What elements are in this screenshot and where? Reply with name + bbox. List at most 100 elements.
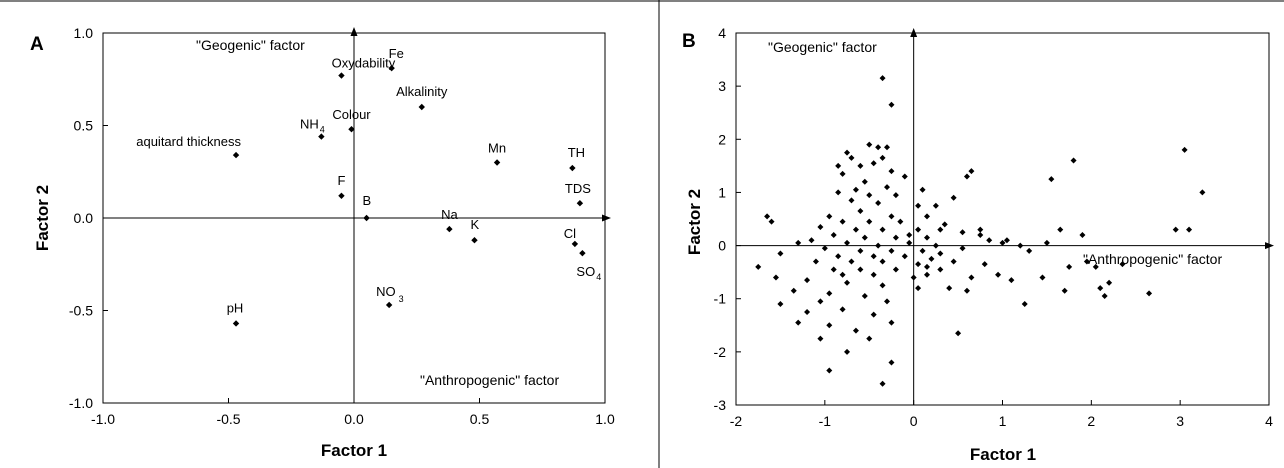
panel-b-x-tick-label: 3 [1176,413,1184,429]
panel-a-point-label: Cl [564,226,576,241]
panel-b-point [959,245,966,252]
panel-b-point [830,266,837,273]
panel-a-point [348,126,355,133]
panel-b-point [830,231,837,238]
panel-b-point [923,271,930,278]
panel-b-point [977,226,984,233]
panel-b-point [1079,231,1086,238]
panel-b-point [884,144,891,151]
panel-a-y-axis-label: Factor 2 [33,185,52,251]
panel-b-x-tick-label: 0 [910,413,918,429]
panel-b-point [861,234,868,241]
panel-b-point [852,327,859,334]
panel-b-point [875,242,882,249]
panel-b-point [892,192,899,199]
panel-b-x-tick-label: -2 [730,413,743,429]
panel-a-y-tick-label: -1.0 [69,395,93,411]
panel-b-point [844,279,851,286]
panel-b-point [848,258,855,265]
panel-b-point [923,213,930,220]
panel-b-point [875,200,882,207]
panel-b-horizontal-axis-arrow [1265,242,1274,250]
panel-a-point-label: Oxydability [332,56,396,71]
panel-b-point [1172,226,1179,233]
panel-b-point [866,192,873,199]
panel-b-point [968,168,975,175]
panel-a-point-label: Na [441,207,458,222]
panel-b-point [1057,226,1064,233]
panel-b-point [804,277,811,284]
panel-b-point [901,173,908,180]
panel-b-point [928,255,935,262]
panel-a-point [569,164,576,172]
panel-b-point [977,231,984,238]
panel-b-point [1061,287,1068,294]
panel-a-x-tick-label: 1.0 [595,411,615,427]
panel-b-point [932,242,939,249]
panel-b-point [839,170,846,177]
panel-b-y-tick-label: -3 [714,397,727,413]
panel-b-point [857,247,864,254]
panel-b-y-tick-label: 2 [718,131,726,147]
panel-b-point [870,271,877,278]
panel-b-point [795,239,802,246]
panel-b-point [1017,242,1024,249]
panel-b-point [1119,261,1126,268]
panel-b-point [1186,226,1193,233]
panel-b-y-tick-label: 4 [718,25,726,41]
panel-b-point [963,287,970,294]
panel-b-point [901,253,908,260]
panel-b-point [848,197,855,204]
panel-a-point [385,301,393,309]
panel-a-y-tick-label: -0.5 [69,303,93,319]
panel-a-point-label: Alkalinity [396,84,448,99]
panel-b-plot-frame [735,32,1270,406]
panel-a-point-label: TDS [565,181,591,196]
panel-b-point [981,261,988,268]
panel-a-point [579,249,586,257]
panel-b-point [839,306,846,313]
panel-b-point [848,154,855,161]
panel-b-point [919,247,926,254]
panel-b-geogenic-annotation: "Geogenic" factor [768,39,877,55]
panel-b-y-tick-label: 1 [718,184,726,200]
panel-a-point [418,103,425,111]
panel-b-point [923,234,930,241]
panel-a-point [471,237,478,244]
panel-a-geogenic-annotation: "Geogenic" factor [196,37,305,53]
panel-b-point [892,266,899,273]
panel-b-point [870,311,877,318]
panel-a-x-axis-label: Factor 1 [321,441,387,460]
panel-b-point [932,202,939,209]
panel-b-point [826,290,833,297]
panel-b-point [857,208,864,215]
panel-b-point [986,237,993,244]
panel-b-point [941,221,948,228]
panel-b-point [790,287,797,294]
panel-b-x-axis-label: Factor 1 [970,445,1036,464]
panel-b-point [1043,239,1050,246]
panel-b-x-tick-label: -1 [819,413,832,429]
panel-b-point [888,319,895,326]
panel-b-points [755,75,1206,387]
panel-b-point [906,231,913,238]
panel-b-point [906,239,913,246]
panel-b-point [1066,263,1073,270]
panel-b-point [888,247,895,254]
panel-b-axes [736,28,1274,405]
panel-a-point-label: Fe [389,46,404,61]
panel-a-point [338,72,345,79]
panel-b-vertical-axis-arrow [910,28,918,37]
panel-a-point-label: Colour [332,107,371,122]
panel-b-point [919,186,926,193]
panel-b-point [888,359,895,366]
panel-a-point [576,200,584,207]
panel-a-vertical-axis-arrow [350,27,358,36]
panel-a-point-label: F [337,173,345,188]
panel-b-point [1048,176,1055,183]
panel-b-point [1181,146,1188,153]
panel-a-x-tick-label: -1.0 [91,411,115,427]
